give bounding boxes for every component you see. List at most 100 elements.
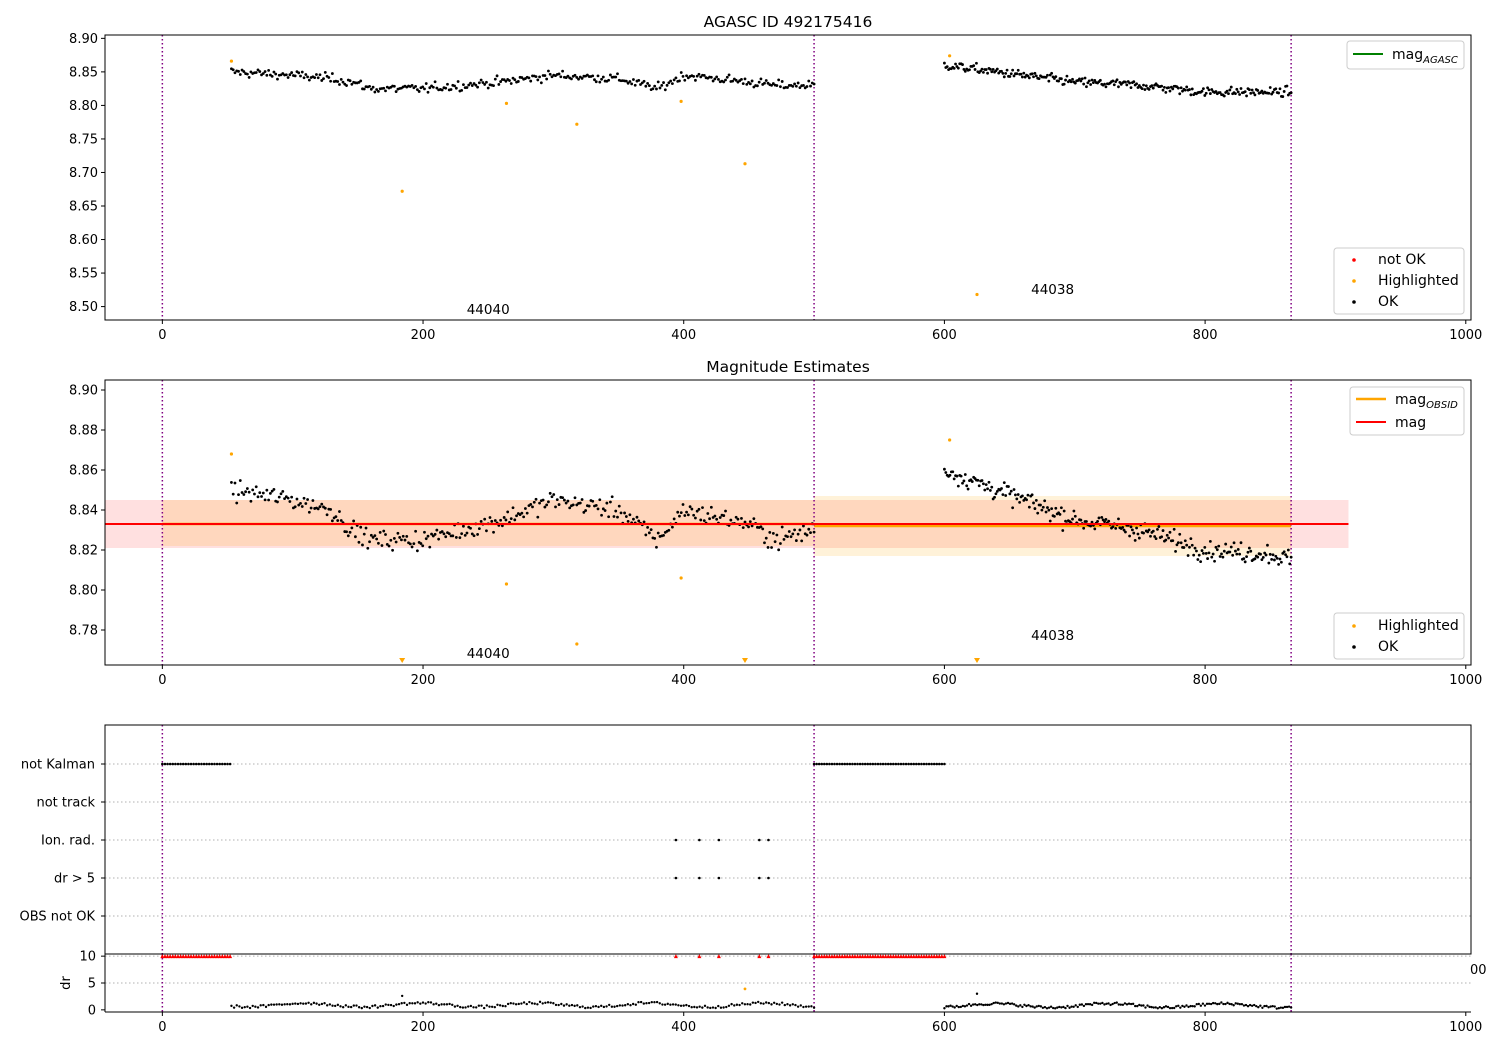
dr-ok-point (355, 1004, 358, 1007)
agasc-ok-point (345, 84, 348, 87)
magest-ok-point (1046, 506, 1049, 509)
dr-ok-point (1012, 1003, 1016, 1006)
agasc-ok-point (798, 86, 802, 90)
agasc-ok-point (598, 80, 602, 84)
flag-point (822, 762, 826, 766)
agasc-ok-point (284, 73, 288, 77)
magest-ok-point (626, 519, 630, 523)
dr-ok-point (451, 1003, 454, 1007)
magest-offscale-marker (973, 658, 980, 663)
agasc-ok-point (302, 76, 306, 80)
dr-ok-point (1068, 1006, 1071, 1009)
magest-ok-point (1111, 525, 1115, 529)
magest-ok-point (1168, 530, 1172, 534)
magest-ok-point (1032, 501, 1035, 505)
agasc-ok-point (1229, 85, 1233, 89)
agasc-ok-point (539, 81, 543, 85)
agasc-ok-point (516, 80, 520, 83)
agasc-ok-point (495, 74, 499, 78)
magest-ok-point (1279, 560, 1283, 564)
agasc-ok-point (300, 70, 304, 74)
dr-ok-point (1172, 1006, 1176, 1010)
dr-ok-point (674, 1003, 677, 1006)
magest-ok-point (662, 533, 665, 537)
magest-ok-point (1034, 499, 1038, 502)
magest-ok-point (600, 513, 603, 517)
agasc-ok-point (1125, 83, 1129, 87)
agasc-ok-point (288, 73, 292, 77)
magest-ok-point (233, 481, 237, 485)
magest-ok-point (694, 516, 697, 520)
magest-ok-point (295, 497, 299, 501)
magest-ok-point (261, 491, 265, 495)
dr-ok-point (315, 1002, 318, 1005)
dr-ok-point (746, 1003, 749, 1006)
magest-ok-point (504, 518, 508, 522)
dr-ok-point (1125, 1003, 1129, 1006)
magest-ok-point (1053, 514, 1056, 518)
magest-ok-point (323, 506, 327, 510)
dr-ok-point (568, 1004, 571, 1007)
magest-ok-point (580, 498, 584, 501)
agasc-ok-point (465, 86, 469, 89)
flag-point (899, 762, 903, 766)
magest-ok-point (547, 500, 550, 504)
magest-ok-point (786, 535, 789, 539)
agasc-ok-point (1218, 91, 1222, 94)
dr-ok-point (400, 1002, 403, 1005)
magest-ok-point (545, 503, 549, 507)
dr-ok-point (1275, 1007, 1278, 1010)
agasc-ok-point (1073, 81, 1077, 85)
agasc-ok-point (678, 79, 681, 83)
dr-ok-point (1187, 1005, 1190, 1009)
dr-ok-point (286, 1002, 289, 1006)
agasc-ok-point (796, 81, 800, 85)
agasc-ok-point (474, 83, 478, 87)
magest-ok-point (773, 540, 777, 544)
magest-ok-point (283, 497, 286, 501)
dr-ok-point (1228, 1002, 1231, 1006)
magest-ok-point (462, 524, 465, 528)
magest-ok-point (685, 510, 688, 514)
agasc-ok-point (644, 84, 648, 88)
agasc-ok-point (665, 83, 669, 87)
magest-offscale-marker (741, 658, 748, 663)
agasc-ok-point (593, 78, 596, 82)
dr-ok-point (230, 1004, 233, 1008)
magest-ok-point (1234, 549, 1237, 553)
agasc-ok-point (986, 71, 989, 75)
magest-ok-point (476, 533, 479, 536)
agasc-ok-point (1136, 86, 1140, 89)
agasc-ok-point (794, 84, 798, 88)
agasc-ok-point (1008, 75, 1012, 78)
dr-ok-point (1214, 1002, 1217, 1005)
magest-ok-point (240, 491, 244, 494)
dr-ok-point (469, 1004, 473, 1008)
magest-ok-point (1260, 558, 1264, 561)
flag-point (884, 762, 887, 766)
flag-point (210, 762, 214, 766)
dr-ok-point (357, 1006, 361, 1009)
agasc-ok-point (1112, 83, 1116, 87)
agasc-ok-point (261, 72, 265, 75)
magest-ok-point (270, 489, 274, 493)
agasc-ok-point (743, 77, 747, 81)
agasc-ok-point (1059, 77, 1063, 81)
dr-ok-point (1092, 1001, 1096, 1005)
magest-ok-point (601, 507, 605, 511)
dr-ok-point (1201, 1002, 1205, 1005)
dr-x-tick-label: 600 (932, 1020, 957, 1035)
flag-point (189, 762, 193, 766)
dr-ok-point (570, 1003, 574, 1007)
dr-ok-point (339, 1005, 342, 1008)
flag-point (815, 762, 818, 766)
magest-ok-point (667, 528, 671, 532)
flag-point (889, 762, 893, 766)
agasc-ok-point (1132, 80, 1136, 84)
dr-capped-marker (860, 954, 865, 959)
agasc-ok-point (1214, 90, 1218, 93)
dr-ok-point (341, 1006, 345, 1009)
agasc-ok-point (323, 70, 327, 74)
agasc-ok-point (453, 84, 456, 88)
agasc-ok-point (1080, 77, 1084, 81)
